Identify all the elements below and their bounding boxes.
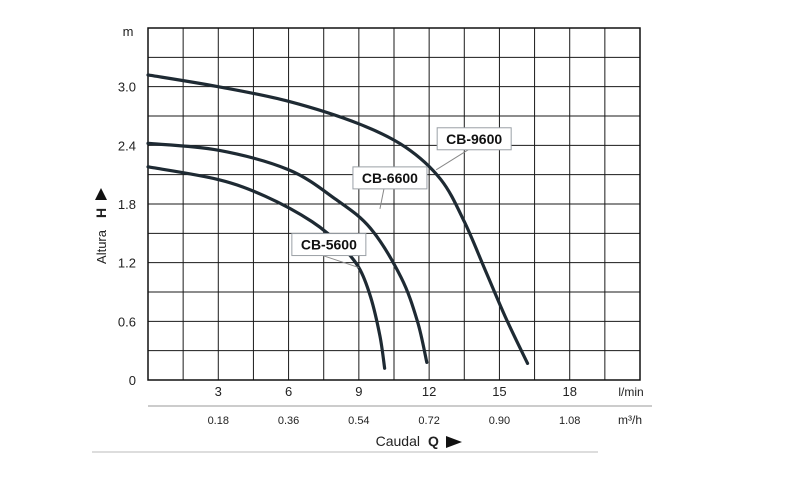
x-tick-label: 12 bbox=[422, 384, 436, 399]
y-tick-label: 2.4 bbox=[118, 138, 136, 153]
y-tick-label: 0 bbox=[129, 373, 136, 388]
series-line-cb-6600 bbox=[146, 141, 429, 364]
x-tick-label: 6 bbox=[285, 384, 292, 399]
y-tick-label: 1.2 bbox=[118, 256, 136, 271]
y-axis-arrow-icon bbox=[95, 188, 107, 200]
y-unit-label: m bbox=[123, 24, 134, 39]
x2-tick-label: 0.90 bbox=[489, 415, 510, 427]
chart-ticks: 0 0.6 1.2 1.8 2.4 3.0 3 6 9 12 15 18 0.18 0.36 0.54 0.7… bbox=[118, 80, 581, 427]
y-axis-symbol: H bbox=[93, 208, 109, 218]
x-axis-arrow-icon bbox=[446, 436, 462, 448]
y-tick-label: 3.0 bbox=[118, 80, 136, 95]
x-tick-label: 9 bbox=[355, 384, 362, 399]
chart-series-labels: CB-9600 CB-6600 CB-5600 bbox=[291, 127, 512, 269]
plot-frame bbox=[147, 27, 641, 381]
x-unit-primary: l/min bbox=[618, 385, 643, 399]
y-axis-title: Altura H bbox=[93, 188, 109, 264]
series-label-cb-5600: CB-5600 bbox=[301, 237, 357, 253]
y-axis-label: Altura bbox=[94, 229, 109, 264]
x2-tick-label: 0.72 bbox=[418, 415, 439, 427]
x-axis-symbol: Q bbox=[428, 433, 439, 449]
x-tick-label: 3 bbox=[215, 384, 222, 399]
chart-curves bbox=[146, 73, 530, 370]
series-label-cb-9600: CB-9600 bbox=[446, 131, 502, 147]
x2-tick-label: 0.36 bbox=[278, 415, 299, 427]
label-box-cb-6600 bbox=[352, 166, 428, 190]
x2-tick-label: 1.08 bbox=[559, 415, 580, 427]
label-leader-cb-6600 bbox=[379, 188, 385, 209]
y-tick-label: 1.8 bbox=[118, 197, 136, 212]
x2-tick-label: 0.54 bbox=[348, 415, 369, 427]
x-unit-secondary: m³/h bbox=[618, 413, 642, 427]
y-tick-label: 0.6 bbox=[118, 314, 136, 329]
label-box-cb-5600 bbox=[291, 233, 367, 257]
label-leader-cb-9600 bbox=[435, 149, 469, 171]
x-tick-label: 15 bbox=[492, 384, 506, 399]
label-leader-cb-5600 bbox=[322, 255, 360, 269]
label-box-cb-9600 bbox=[436, 127, 512, 151]
x-tick-label: 18 bbox=[562, 384, 576, 399]
chart-grid bbox=[147, 27, 641, 381]
series-label-cb-6600: CB-6600 bbox=[362, 170, 418, 186]
x-axis-title: Caudal Q bbox=[376, 433, 462, 449]
x-axis-label: Caudal bbox=[376, 433, 420, 449]
series-line-cb-9600 bbox=[146, 73, 530, 365]
x2-tick-label: 0.18 bbox=[208, 415, 229, 427]
